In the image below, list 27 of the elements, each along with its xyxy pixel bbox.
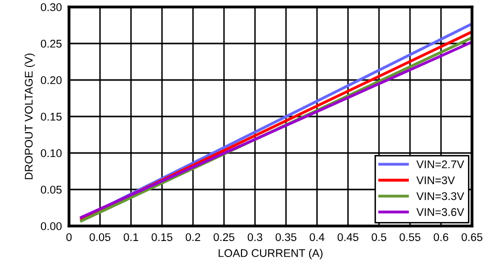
x-tick-label: 0.5: [372, 233, 386, 242]
x-axis-title: LOAD CURRENT (A): [218, 248, 322, 260]
x-tick-label: 0.45: [338, 233, 358, 242]
x-tick-label: 0.6: [434, 233, 448, 242]
x-tick-label: 0.15: [152, 233, 172, 242]
x-tick-label: 0.4: [310, 233, 324, 242]
y-tick-label: 0.00: [40, 222, 62, 230]
x-tick-label: 0.55: [400, 233, 420, 242]
y-tick-label: 0.10: [40, 149, 62, 158]
legend-label: VIN=2.7V: [416, 160, 464, 168]
y-tick-label: 0.15: [40, 112, 62, 121]
y-axis-title: DROPOUT VOLTAGE (V): [24, 54, 35, 180]
legend-label: VIN=3.3V: [416, 192, 464, 200]
x-tick-label: 0.1: [124, 233, 138, 242]
y-tick-label: 0.30: [40, 3, 62, 12]
legend-label: VIN=3.6V: [416, 208, 464, 216]
x-tick-label: 0.05: [90, 233, 110, 242]
x-tick-label: 0.2: [186, 233, 200, 242]
x-tick-label: 0: [66, 233, 72, 242]
x-tick-label: 0.65: [462, 233, 482, 242]
x-tick-label: 0.35: [276, 233, 296, 242]
y-tick-label: 0.25: [40, 40, 62, 48]
legend-label: VIN=3V: [416, 176, 455, 184]
x-tick-label: 0.25: [214, 233, 234, 242]
x-tick-label: 0.3: [248, 233, 262, 242]
y-tick-label: 0.05: [40, 186, 62, 194]
y-tick-label: 0.20: [40, 76, 62, 84]
